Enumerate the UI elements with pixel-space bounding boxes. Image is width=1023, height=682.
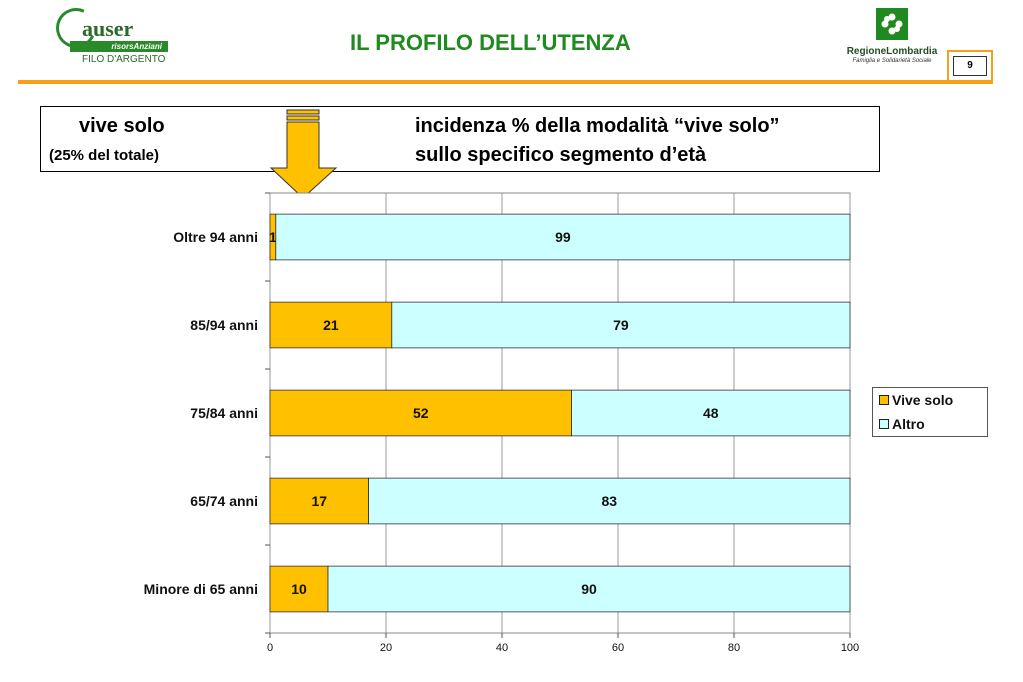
auser-bar-text: risorsAnziani <box>70 41 168 52</box>
down-arrow-icon <box>270 109 338 199</box>
bar-vive-solo-3 <box>269 477 369 525</box>
description-left-title: vive solo <box>79 115 165 137</box>
page-number: 9 <box>953 56 987 76</box>
x-tick-label-40: 40 <box>496 642 508 654</box>
regione-name: RegioneLombardia <box>846 46 938 57</box>
category-label-1: 85/94 anni <box>190 317 258 333</box>
regione-subtitle: Famiglia e Solidarietà Sociale <box>852 58 932 64</box>
data-label-vive-solo-0: 1 <box>269 229 277 245</box>
data-label-vive-solo-2: 52 <box>413 405 429 421</box>
data-label-altro-3: 83 <box>602 493 618 509</box>
description-box: vive solo (25% del totale) incidenza % d… <box>40 106 880 172</box>
category-label-0: Oltre 94 anni <box>173 229 258 245</box>
bar-vive-solo-4 <box>269 565 329 613</box>
data-label-altro-4: 90 <box>581 581 597 597</box>
x-tick-label-0: 0 <box>267 642 273 654</box>
data-label-altro-0: 99 <box>555 229 571 245</box>
x-tick-label-20: 20 <box>380 642 392 654</box>
regione-rose-icon <box>876 8 908 40</box>
chart-legend: Vive solo Altro <box>872 387 988 437</box>
data-label-vive-solo-1: 21 <box>323 317 339 333</box>
header-divider <box>18 80 993 84</box>
data-label-altro-1: 79 <box>613 317 629 333</box>
data-label-altro-2: 48 <box>703 405 719 421</box>
data-label-vive-solo-3: 17 <box>312 493 328 509</box>
bar-altro-2 <box>571 389 851 437</box>
bar-vive-solo-2 <box>269 389 573 437</box>
description-left-subtitle: (25% del totale) <box>49 147 160 164</box>
legend-item-altro: Altro <box>879 416 925 432</box>
regione-lombardia-logo: RegioneLombardia Famiglia e Solidarietà … <box>842 8 942 70</box>
legend-swatch-altro <box>879 419 889 430</box>
x-tick-label-80: 80 <box>728 642 740 654</box>
auser-logo: auser risorsAnziani FILO D'ARGENTO <box>50 2 176 66</box>
bar-vive-solo-1 <box>269 301 393 349</box>
legend-label-vive-solo: Vive solo <box>892 392 954 408</box>
legend-item-vive-solo: Vive solo <box>879 392 953 408</box>
data-label-vive-solo-4: 10 <box>291 581 307 597</box>
page-title: IL PROFILO DELL’UTENZA <box>350 30 631 55</box>
category-label-2: 75/84 anni <box>190 405 258 421</box>
x-tick-label-60: 60 <box>612 642 624 654</box>
bar-altro-0 <box>275 213 851 261</box>
bar-altro-4 <box>327 565 851 613</box>
legend-label-altro: Altro <box>892 416 925 432</box>
bar-altro-3 <box>368 477 851 525</box>
x-tick-label-100: 100 <box>841 642 859 654</box>
category-label-4: Minore di 65 anni <box>144 581 258 597</box>
auser-brand: auser <box>82 16 134 41</box>
description-right-line1: incidenza % della modalità “vive solo” <box>415 115 780 137</box>
category-label-3: 65/74 anni <box>190 493 258 509</box>
bar-altro-1 <box>391 301 851 349</box>
description-right-line2: sullo specifico segmento d’età <box>415 144 707 166</box>
legend-swatch-vive-solo <box>879 395 889 406</box>
auser-subtitle: FILO D'ARGENTO <box>82 54 166 65</box>
